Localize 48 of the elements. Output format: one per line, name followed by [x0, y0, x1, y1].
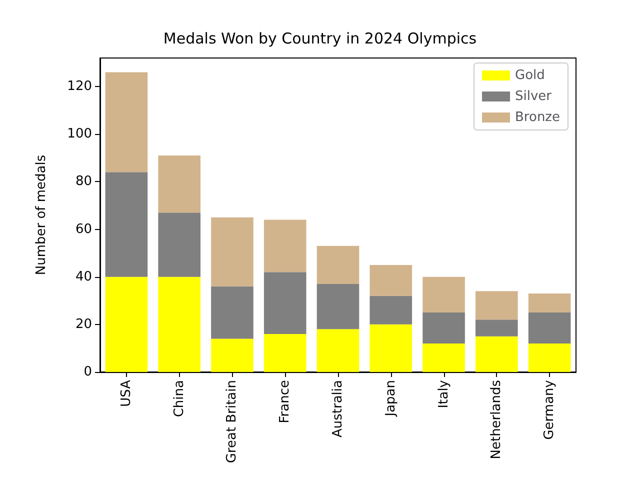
y-axis-title: Number of medals: [34, 154, 49, 276]
y-tick-label: 40: [75, 269, 92, 284]
bar: [422, 276, 465, 313]
bar: [370, 264, 412, 296]
x-tick-label: Japan: [383, 380, 398, 418]
y-tick-label: 20: [75, 316, 92, 332]
bar: [158, 156, 200, 213]
bar: [370, 296, 412, 324]
bar: [422, 312, 465, 344]
legend-label: Gold: [515, 68, 545, 83]
x-tick-label: Great Britain: [224, 380, 240, 464]
x-tick-label: USA: [118, 380, 134, 407]
y-tick-label: 100: [67, 126, 92, 142]
x-tick-label: China: [172, 380, 187, 418]
bar: [316, 329, 360, 372]
legend-label: Bronze: [515, 110, 560, 125]
x-tick-label: Netherlands: [489, 380, 504, 460]
bar: [476, 320, 518, 336]
x-tick-label: Australia: [330, 380, 346, 438]
y-tick-label: 0: [84, 364, 92, 380]
bar: [211, 286, 254, 339]
bar: [105, 172, 148, 277]
bar: [211, 217, 254, 286]
bar: [105, 276, 148, 372]
bar: [211, 338, 254, 372]
bar: [528, 343, 571, 372]
y-tick-label: 120: [67, 79, 92, 94]
bar: [158, 276, 200, 372]
x-tick-label: Italy: [436, 380, 452, 408]
legend-label: Silver: [515, 89, 552, 104]
bar: [264, 334, 306, 372]
x-tick-label: France: [278, 380, 293, 424]
x-tick-label: Germany: [542, 380, 558, 440]
bar: [370, 324, 412, 372]
bar: [264, 220, 306, 272]
bar: [528, 312, 571, 344]
bar: [158, 212, 200, 277]
bar: [264, 272, 306, 334]
bar: [105, 72, 148, 172]
y-tick-label: 60: [75, 222, 92, 237]
bar: [422, 343, 465, 372]
bar: [528, 294, 571, 313]
chart-title: Medals Won by Country in 2024 Olympics: [163, 30, 477, 48]
bar: [316, 284, 360, 330]
y-tick-label: 80: [75, 174, 92, 190]
bar: [316, 246, 360, 284]
bar: [476, 336, 518, 372]
bar: [476, 291, 518, 320]
